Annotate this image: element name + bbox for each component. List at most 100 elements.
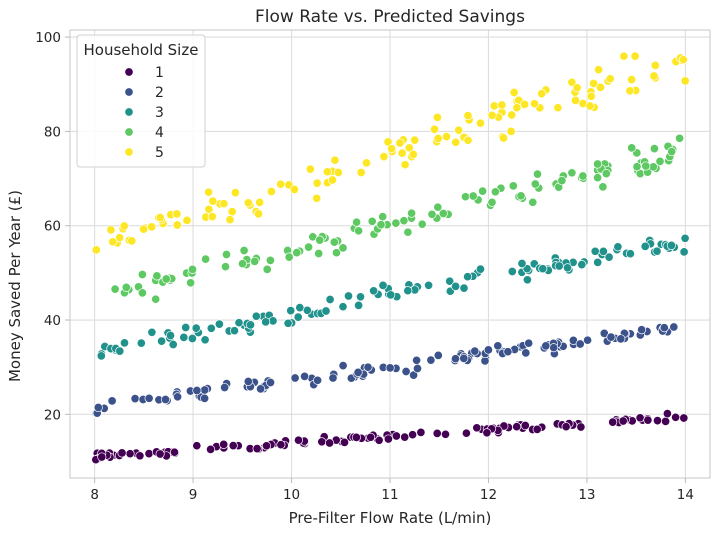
data-point-size-5 [266, 186, 276, 197]
data-point-size-4 [220, 262, 231, 272]
data-point-size-4 [641, 161, 651, 171]
data-point-size-4 [508, 181, 518, 191]
data-point-size-5 [605, 74, 615, 84]
x-tick-label: 10 [283, 487, 300, 503]
data-point-size-2 [256, 384, 266, 394]
data-point-size-5 [322, 167, 332, 177]
data-point-size-2 [130, 394, 140, 404]
data-point-size-1 [169, 447, 180, 457]
data-point-size-4 [578, 171, 588, 181]
data-point-size-2 [426, 355, 436, 365]
data-point-size-5 [487, 110, 497, 120]
data-point-size-3 [165, 330, 176, 341]
data-point-size-4 [221, 249, 232, 260]
legend-marker-5 [124, 147, 134, 157]
data-point-size-5 [255, 197, 265, 207]
data-point-size-1 [532, 424, 542, 434]
data-point-size-3 [147, 327, 157, 337]
data-point-size-5 [204, 187, 214, 197]
data-point-size-2 [200, 385, 210, 395]
data-point-size-5 [497, 100, 507, 110]
data-point-size-4 [292, 248, 302, 258]
data-point-size-3 [200, 335, 210, 345]
data-point-size-4 [593, 159, 603, 169]
data-point-size-2 [659, 323, 669, 333]
data-point-size-3 [179, 332, 189, 342]
data-point-size-4 [490, 187, 500, 197]
data-point-size-5 [397, 148, 407, 158]
x-tick-label: 11 [381, 487, 398, 503]
data-point-size-5 [356, 167, 366, 178]
data-point-size-5 [509, 87, 519, 98]
data-point-size-3 [321, 306, 331, 316]
data-point-size-2 [313, 375, 323, 385]
data-point-size-4 [601, 169, 611, 179]
data-point-size-1 [383, 434, 393, 444]
data-point-size-3 [577, 260, 587, 270]
data-point-size-5 [570, 95, 581, 105]
y-tick-label: 60 [44, 219, 61, 235]
data-point-size-3 [562, 263, 573, 273]
data-point-size-4 [649, 144, 659, 154]
data-point-size-2 [433, 350, 443, 360]
data-point-size-3 [115, 346, 125, 356]
data-point-size-1 [400, 432, 410, 442]
data-point-size-1 [366, 432, 376, 442]
data-point-size-4 [655, 156, 665, 166]
data-point-size-5 [463, 111, 473, 121]
data-point-size-5 [207, 212, 217, 222]
data-point-size-5 [289, 184, 299, 195]
data-point-size-3 [168, 339, 178, 350]
data-point-size-3 [625, 249, 635, 259]
data-point-size-5 [115, 233, 125, 243]
data-point-size-5 [585, 101, 595, 111]
data-point-size-2 [412, 363, 423, 374]
data-point-size-4 [627, 143, 637, 153]
data-point-size-2 [412, 355, 422, 365]
data-point-size-2 [363, 362, 373, 372]
data-point-size-2 [483, 345, 493, 355]
chart-title: Flow Rate vs. Predicted Savings [255, 7, 525, 27]
data-point-size-4 [137, 288, 147, 298]
y-axis-ticks: 20 40 60 80 100 [35, 30, 70, 423]
data-point-size-1 [155, 449, 165, 459]
data-point-size-4 [675, 133, 685, 143]
data-point-size-2 [107, 396, 117, 406]
data-point-size-4 [161, 274, 171, 284]
data-point-size-5 [625, 86, 635, 96]
data-point-size-3 [325, 294, 335, 305]
data-point-size-1 [608, 417, 618, 427]
data-point-size-1 [293, 435, 304, 445]
data-point-size-1 [117, 448, 127, 458]
data-point-size-1 [252, 444, 262, 454]
data-point-size-4 [460, 192, 471, 202]
data-point-size-5 [182, 215, 192, 225]
data-point-size-3 [522, 275, 532, 285]
data-point-size-5 [433, 133, 443, 144]
data-point-size-5 [225, 215, 235, 225]
data-point-size-4 [567, 168, 577, 178]
data-point-size-2 [93, 402, 103, 413]
data-point-size-5 [395, 138, 405, 148]
data-point-size-5 [204, 204, 214, 214]
legend-marker-4 [124, 127, 134, 137]
data-point-size-5 [451, 137, 461, 147]
data-point-size-5 [429, 124, 440, 134]
data-point-size-3 [354, 300, 364, 310]
legend-items: 1 2 3 4 5 [124, 65, 164, 161]
legend: Household Size 1 2 3 4 5 [76, 34, 206, 168]
data-point-size-4 [403, 227, 413, 237]
data-point-size-5 [498, 133, 509, 143]
y-tick-label: 100 [35, 30, 61, 46]
data-point-size-2 [606, 332, 616, 342]
data-point-size-3 [640, 241, 650, 251]
data-point-size-3 [295, 303, 305, 313]
data-point-size-5 [127, 236, 137, 246]
data-point-size-3 [679, 247, 689, 257]
data-point-size-1 [325, 438, 335, 448]
data-points [91, 51, 690, 465]
data-point-size-1 [416, 427, 426, 437]
data-point-size-5 [432, 112, 442, 122]
data-point-size-2 [493, 341, 503, 351]
data-point-size-2 [409, 370, 419, 380]
